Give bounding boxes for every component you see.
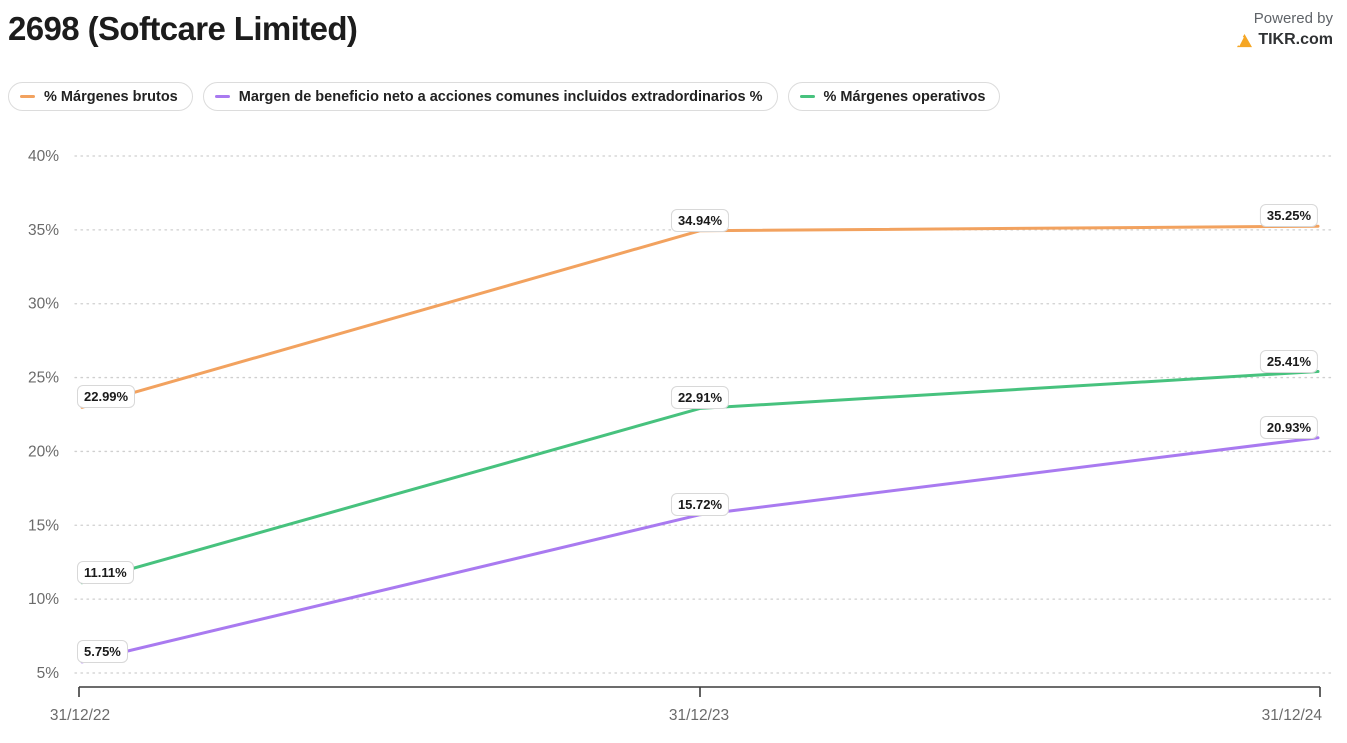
y-axis-tick-label: 35% <box>28 222 59 239</box>
point-label: 20.93% <box>1259 415 1318 439</box>
point-label: 22.91% <box>670 386 730 410</box>
y-axis-tick-label: 5% <box>37 665 60 682</box>
point-label: 35.25% <box>1259 204 1318 228</box>
page-title: 2698 (Softcare Limited) <box>8 10 358 47</box>
header: 2698 (Softcare Limited) Powered by TIKR.… <box>0 0 1347 58</box>
legend-dash-icon <box>20 95 35 98</box>
chart-area: 5% 10% 15% 20% 25% 30% 35% 40% 31/12/22 31/12/23 3… <box>0 119 1347 743</box>
powered-by-label: Powered by <box>1253 10 1333 27</box>
legend-item-net-margin[interactable]: Margen de beneficio neto a acciones comu… <box>202 82 778 111</box>
y-axis-tick-label: 40% <box>28 148 59 165</box>
y-axis-tick-label: 10% <box>28 591 59 608</box>
powered-by: Powered by TIKR.com <box>1236 10 1333 49</box>
point-label: 25.41% <box>1259 349 1318 373</box>
tikr-brand-link[interactable]: TIKR.com <box>1258 31 1333 48</box>
point-label: 15.72% <box>670 492 730 516</box>
legend-label: % Márgenes operativos <box>823 88 986 105</box>
y-axis-tick-label: 15% <box>28 517 59 534</box>
legend-label: % Márgenes brutos <box>44 88 178 105</box>
legend-label: Margen de beneficio neto a acciones comu… <box>238 88 763 105</box>
legend-item-operating-margins[interactable]: % Márgenes operativos <box>787 82 1001 111</box>
chart-legend: % Márgenes brutos Margen de beneficio ne… <box>8 82 1347 111</box>
y-axis-tick-label: 30% <box>28 296 59 313</box>
y-axis-tick-label: 20% <box>28 443 59 460</box>
tikr-logo-icon <box>1237 33 1253 47</box>
chart-svg: 5% 10% 15% 20% 25% 30% 35% 40% 31/12/22 31/12/23 3… <box>28 148 1336 724</box>
point-label: 11.11% <box>77 560 134 584</box>
legend-dash-icon <box>214 95 230 98</box>
legend-dash-icon <box>799 95 815 98</box>
x-axis-tick-label: 31/12/23 <box>669 707 729 724</box>
point-label: 5.75% <box>77 639 128 663</box>
legend-item-gross-margins[interactable]: % Márgenes brutos <box>8 82 193 111</box>
x-axis-tick-label: 31/12/22 <box>50 707 110 724</box>
series-line[interactable] <box>80 224 1320 409</box>
point-label: 34.94% <box>670 208 730 232</box>
point-label: 22.99% <box>77 385 136 409</box>
y-axis-tick-label: 25% <box>28 370 59 387</box>
series-line[interactable] <box>80 436 1320 664</box>
x-axis-tick-label: 31/12/24 <box>1262 707 1323 724</box>
